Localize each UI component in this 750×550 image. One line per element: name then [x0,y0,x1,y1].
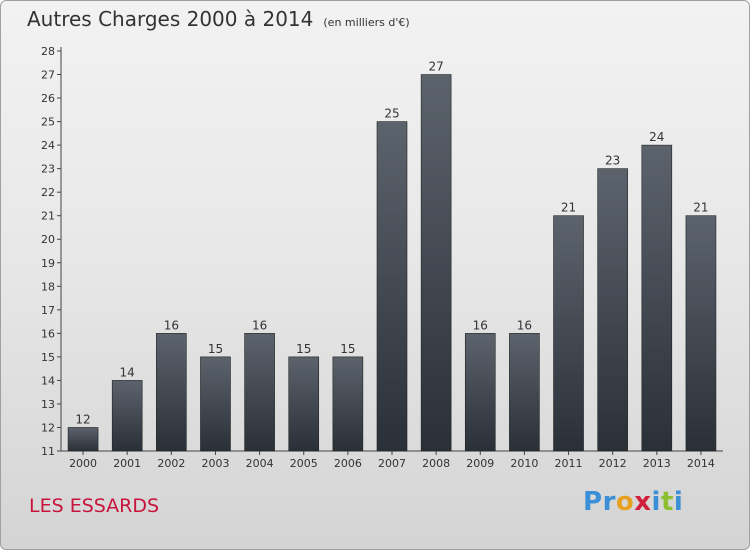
value-label-2006: 15 [340,342,355,356]
bar-2012 [597,168,628,452]
location-name: LES ESSARDS [29,495,160,517]
bar-2010 [509,333,540,452]
bar-2007 [376,121,408,452]
x-tick-label-2002: 2002 [157,457,185,470]
x-tick-label-2014: 2014 [687,457,715,470]
chart-value-labels: 12 14 16 15 16 15 15 25 27 16 16 21 23 24 21 [75,60,708,427]
logo-letter: o [615,487,635,517]
value-label-2003: 15 [208,342,223,356]
bar-2001 [111,380,143,452]
value-label-2009: 16 [473,318,488,332]
logo-letter: i [673,487,684,517]
x-tick-label-2003: 2003 [201,457,229,470]
bar-2000 [67,427,99,452]
y-tick-label: 17 [41,304,55,317]
chart-axes: 11 12 13 14 15 16 17 18 19 20 21 22 23 24 25 26 27 28 2000… [41,45,723,470]
logo-letter: t [660,487,674,517]
y-tick-label: 16 [41,327,55,340]
value-label-2002: 16 [164,318,179,332]
bar-2009 [464,333,496,452]
x-tick-label-2013: 2013 [643,457,671,470]
y-tick-label: 25 [41,116,55,129]
logo-letter: i [651,487,661,517]
y-tick-label: 24 [41,139,55,152]
chart-title: Autres Charges 2000 à 2014 [27,7,314,31]
chart-title-row: Autres Charges 2000 à 2014 (en milliers d… [27,7,410,31]
y-tick-label: 26 [41,92,55,105]
proxiti-logo[interactable]: Proxiti [583,487,683,517]
bar-2005 [288,356,320,452]
value-label-2014: 21 [693,201,708,215]
x-tick-label-2004: 2004 [246,457,274,470]
value-label-2010: 16 [517,318,532,332]
x-tick-label-2006: 2006 [334,457,362,470]
chart-bars [67,74,717,452]
y-tick-label: 21 [41,210,55,223]
y-tick-label: 19 [41,257,55,270]
logo-letter: P [583,487,603,517]
x-tick-label-2012: 2012 [599,457,627,470]
chart-subtitle: (en milliers d'€) [323,16,410,29]
value-label-2011: 21 [561,201,576,215]
value-label-2007: 25 [384,107,399,121]
x-tick-label-2005: 2005 [290,457,318,470]
x-tick-label-2000: 2000 [69,457,97,470]
value-label-2012: 23 [605,154,620,168]
value-label-2008: 27 [428,60,443,74]
y-tick-label: 14 [41,374,55,387]
logo-letter: x [634,487,652,517]
bar-2002 [156,333,187,452]
x-tick-label-2010: 2010 [510,457,538,470]
y-tick-label: 22 [41,186,55,199]
logo-letter: r [602,487,616,517]
y-tick-label: 27 [41,69,55,82]
x-tick-label-2001: 2001 [113,457,141,470]
x-tick-label-2008: 2008 [422,457,450,470]
y-tick-label: 20 [41,233,55,246]
value-label-2000: 12 [75,412,90,426]
value-label-2005: 15 [296,342,311,356]
bar-2014 [685,215,717,452]
bar-2011 [553,215,584,452]
x-tick-label-2011: 2011 [555,457,583,470]
y-tick-label: 12 [41,421,55,434]
value-label-2004: 16 [252,318,267,332]
bar-2004 [244,333,275,452]
bar-2003 [200,356,231,452]
bar-2008 [420,74,452,452]
y-tick-label: 15 [41,351,55,364]
value-label-2013: 24 [649,130,664,144]
y-tick-label: 23 [41,163,55,176]
value-label-2001: 14 [120,365,135,379]
bar-2013 [641,144,673,452]
y-tick-label: 18 [41,280,55,293]
x-tick-label-2009: 2009 [466,457,494,470]
x-tick-label-2007: 2007 [378,457,406,470]
y-tick-label: 13 [41,398,55,411]
bar-2006 [332,356,364,452]
y-tick-label: 11 [41,445,55,458]
y-tick-label: 28 [41,45,55,58]
